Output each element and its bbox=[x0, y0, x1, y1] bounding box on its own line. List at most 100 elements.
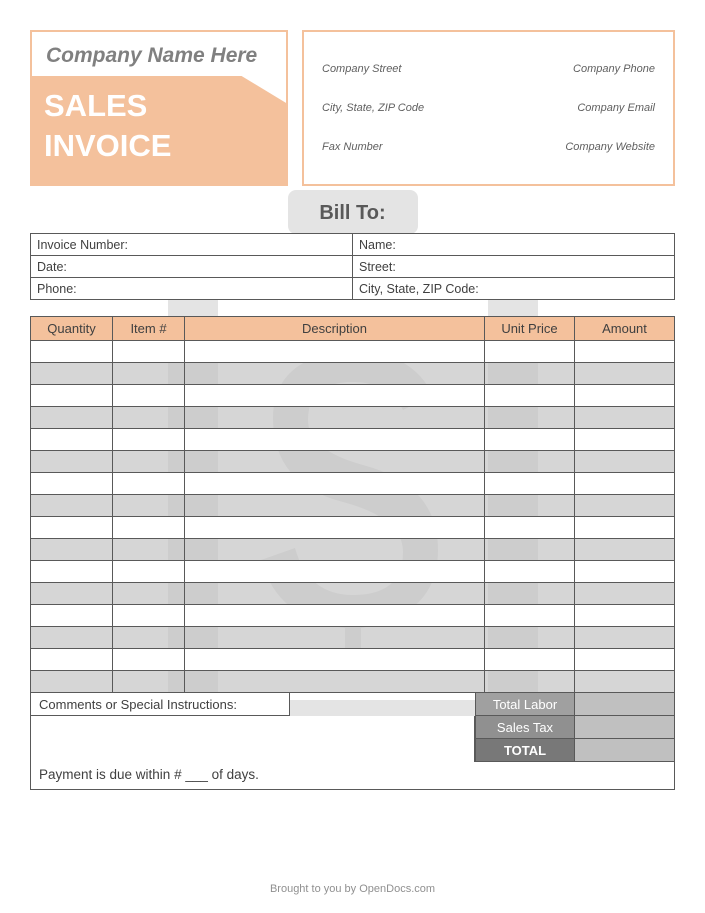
info-fax: Fax Number bbox=[322, 141, 489, 153]
table-cell bbox=[485, 451, 575, 473]
bill-cell: Name: bbox=[353, 234, 675, 256]
table-cell bbox=[113, 517, 185, 539]
table-cell bbox=[185, 341, 485, 363]
table-cell bbox=[185, 583, 485, 605]
items-table: Quantity Item # Description Unit Price A… bbox=[30, 316, 675, 693]
total-value bbox=[575, 739, 675, 762]
table-cell bbox=[185, 539, 485, 561]
table-cell bbox=[113, 473, 185, 495]
table-row bbox=[31, 671, 675, 693]
table-row bbox=[31, 649, 675, 671]
bill-to-title: Bill To: bbox=[30, 202, 675, 225]
table-cell bbox=[113, 341, 185, 363]
info-email: Company Email bbox=[489, 102, 656, 114]
table-cell bbox=[31, 407, 113, 429]
sales-tax-label: Sales Tax bbox=[475, 716, 575, 739]
bill-cell: Phone: bbox=[31, 278, 353, 300]
table-cell bbox=[31, 605, 113, 627]
total-label: TOTAL bbox=[475, 739, 575, 762]
company-block: Company Name Here SALES INVOICE bbox=[30, 30, 288, 186]
table-row bbox=[31, 385, 675, 407]
bill-cell: Date: bbox=[31, 256, 353, 278]
company-info-block: Company Street Company Phone City, State… bbox=[302, 30, 675, 186]
table-cell bbox=[113, 561, 185, 583]
table-cell bbox=[31, 649, 113, 671]
table-cell bbox=[31, 671, 113, 693]
invoice-title-block: SALES INVOICE bbox=[30, 76, 288, 184]
col-description: Description bbox=[185, 317, 485, 341]
table-row bbox=[31, 473, 675, 495]
payment-terms: Payment is due within # ___ of days. bbox=[30, 762, 675, 790]
col-unit-price: Unit Price bbox=[485, 317, 575, 341]
footer-credit: Brought to you by OpenDocs.com bbox=[0, 883, 705, 895]
table-cell bbox=[113, 671, 185, 693]
table-cell bbox=[485, 649, 575, 671]
table-cell bbox=[113, 649, 185, 671]
table-cell bbox=[485, 605, 575, 627]
total-labor-value bbox=[575, 693, 675, 716]
table-row bbox=[31, 429, 675, 451]
info-website: Company Website bbox=[489, 141, 656, 153]
table-row bbox=[31, 451, 675, 473]
table-cell bbox=[185, 605, 485, 627]
table-cell bbox=[485, 539, 575, 561]
table-cell bbox=[113, 451, 185, 473]
table-cell bbox=[31, 385, 113, 407]
col-amount: Amount bbox=[575, 317, 675, 341]
table-cell bbox=[113, 363, 185, 385]
table-cell bbox=[575, 495, 675, 517]
table-cell bbox=[575, 539, 675, 561]
table-cell bbox=[575, 429, 675, 451]
table-cell bbox=[113, 583, 185, 605]
bill-to-table: Invoice Number: Name: Date: Street: Phon… bbox=[30, 233, 675, 300]
bill-cell: Street: bbox=[353, 256, 675, 278]
table-cell bbox=[185, 473, 485, 495]
table-cell bbox=[31, 341, 113, 363]
table-cell bbox=[575, 583, 675, 605]
table-cell bbox=[113, 407, 185, 429]
table-cell bbox=[185, 407, 485, 429]
col-quantity: Quantity bbox=[31, 317, 113, 341]
table-cell bbox=[185, 495, 485, 517]
table-cell bbox=[185, 649, 485, 671]
table-cell bbox=[31, 561, 113, 583]
table-cell bbox=[575, 363, 675, 385]
table-cell bbox=[575, 627, 675, 649]
table-row bbox=[31, 539, 675, 561]
table-cell bbox=[575, 561, 675, 583]
table-cell bbox=[575, 649, 675, 671]
table-cell bbox=[113, 495, 185, 517]
table-cell bbox=[31, 495, 113, 517]
table-cell bbox=[575, 517, 675, 539]
table-cell bbox=[113, 539, 185, 561]
table-cell bbox=[575, 385, 675, 407]
table-cell bbox=[113, 385, 185, 407]
table-cell bbox=[485, 583, 575, 605]
table-row bbox=[31, 363, 675, 385]
company-name: Company Name Here bbox=[32, 32, 286, 76]
table-cell bbox=[31, 451, 113, 473]
table-cell bbox=[31, 363, 113, 385]
table-cell bbox=[485, 517, 575, 539]
table-cell bbox=[575, 341, 675, 363]
table-cell bbox=[485, 385, 575, 407]
title-line2: INVOICE bbox=[44, 126, 274, 166]
header-row: Company Name Here SALES INVOICE Company … bbox=[30, 30, 675, 186]
table-cell bbox=[185, 627, 485, 649]
table-cell bbox=[31, 473, 113, 495]
table-cell bbox=[185, 363, 485, 385]
table-row bbox=[31, 561, 675, 583]
table-cell bbox=[485, 429, 575, 451]
table-row bbox=[31, 407, 675, 429]
table-row bbox=[31, 517, 675, 539]
table-row bbox=[31, 583, 675, 605]
info-city: City, State, ZIP Code bbox=[322, 102, 489, 114]
table-cell bbox=[113, 429, 185, 451]
table-cell bbox=[485, 473, 575, 495]
title-line1: SALES bbox=[44, 86, 274, 126]
table-cell bbox=[485, 407, 575, 429]
table-cell bbox=[575, 407, 675, 429]
table-row bbox=[31, 627, 675, 649]
table-cell bbox=[185, 671, 485, 693]
table-cell bbox=[185, 429, 485, 451]
